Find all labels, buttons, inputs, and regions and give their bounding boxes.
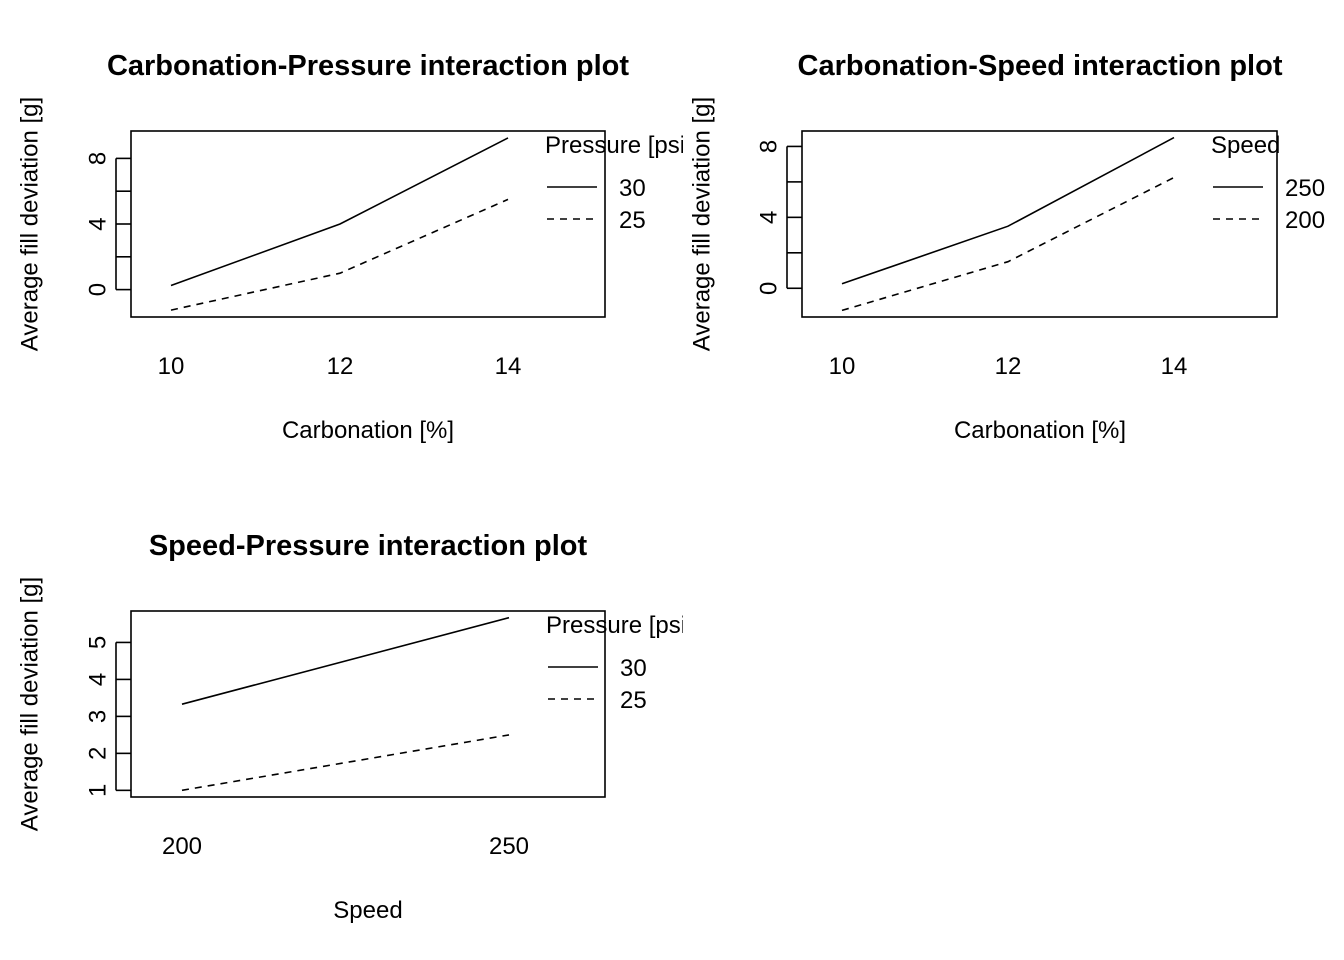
chart-title: Speed-Pressure interaction plot (149, 530, 588, 562)
chart-title: Carbonation-Pressure interaction plot (107, 50, 629, 82)
legend-entry-label: 30 (620, 655, 647, 682)
x-tick-label: 10 (829, 353, 856, 380)
legend-entry-label: 25 (619, 207, 646, 234)
y-tick-label: 2 (85, 747, 112, 760)
series-line-200 (841, 176, 1175, 312)
chart-panel-3: Speed-Pressure interaction plot 200 250 1 2 3… (17, 530, 693, 924)
y-tick-label: 8 (756, 140, 783, 153)
y-axis-label: Average fill deviation [g] (689, 97, 716, 351)
legend-title: Pressure [psi] (545, 132, 692, 159)
x-tick-label: 12 (995, 353, 1022, 380)
plot-frame (130, 610, 606, 798)
legend-entry-label: 250 (1285, 175, 1325, 202)
legend-entry-label: 25 (620, 687, 647, 714)
series-line-25 (170, 198, 509, 311)
x-axis-label: Carbonation [%] (954, 417, 1126, 444)
x-tick-label: 200 (162, 833, 202, 860)
legend-entry-label: 200 (1285, 207, 1325, 234)
y-tick-label: 0 (85, 283, 112, 296)
y-tick-label: 4 (85, 673, 112, 686)
series-line-30 (181, 616, 510, 705)
y-axis-label: Average fill deviation [g] (17, 577, 44, 831)
x-axis-label: Carbonation [%] (282, 417, 454, 444)
legend: Pressure [psi] 30 25 (545, 132, 692, 234)
y-axis-label: Average fill deviation [g] (17, 97, 44, 351)
x-tick-label: 10 (158, 353, 185, 380)
chart-panel-2: Carbonation-Speed interaction plot 10 12 14… (689, 50, 1326, 444)
x-tick-label: 250 (489, 833, 529, 860)
y-tick-label: 4 (85, 217, 112, 230)
x-tick-label: 12 (327, 353, 354, 380)
chart-panel-1: Carbonation-Pressure interaction plot 10 1… (17, 50, 692, 444)
y-tick-label: 5 (85, 636, 112, 649)
legend: Pressure [psi] 30 25 (546, 612, 693, 714)
legend-title: Speed (1211, 132, 1280, 159)
x-axis-label: Speed (333, 897, 402, 924)
y-tick-label: 8 (85, 152, 112, 165)
y-tick-label: 0 (756, 282, 783, 295)
legend-title: Pressure [psi] (546, 612, 693, 639)
chart-title: Carbonation-Speed interaction plot (798, 50, 1283, 82)
series-line-25 (181, 734, 510, 792)
y-tick-label: 4 (756, 211, 783, 224)
x-tick-label: 14 (495, 353, 522, 380)
series-line-30 (170, 137, 509, 287)
series-line-250 (841, 136, 1175, 285)
plot-frame (130, 130, 606, 318)
legend-entry-label: 30 (619, 175, 646, 202)
y-tick-label: 1 (85, 784, 112, 797)
y-tick-label: 3 (85, 710, 112, 723)
x-tick-label: 14 (1161, 353, 1188, 380)
plot-frame (801, 130, 1278, 318)
